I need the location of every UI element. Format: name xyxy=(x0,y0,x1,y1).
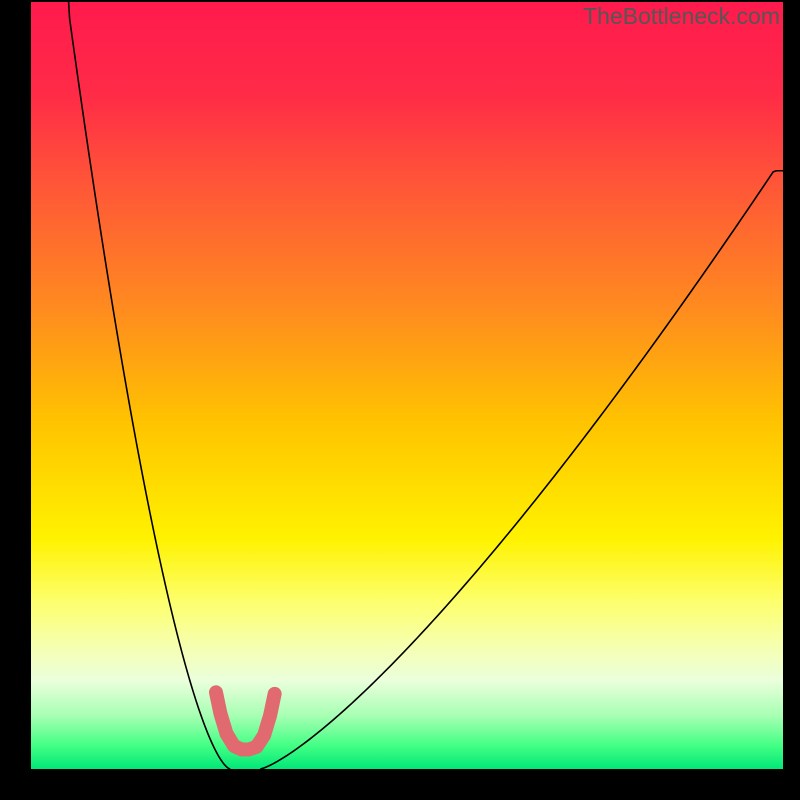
bottleneck-curve-right xyxy=(260,171,783,769)
dip-marker xyxy=(216,692,275,749)
bottleneck-curve-left xyxy=(69,2,231,769)
curve-layer xyxy=(31,2,783,769)
plot-area xyxy=(31,2,783,769)
watermark-text: TheBottleneck.com xyxy=(583,3,780,30)
